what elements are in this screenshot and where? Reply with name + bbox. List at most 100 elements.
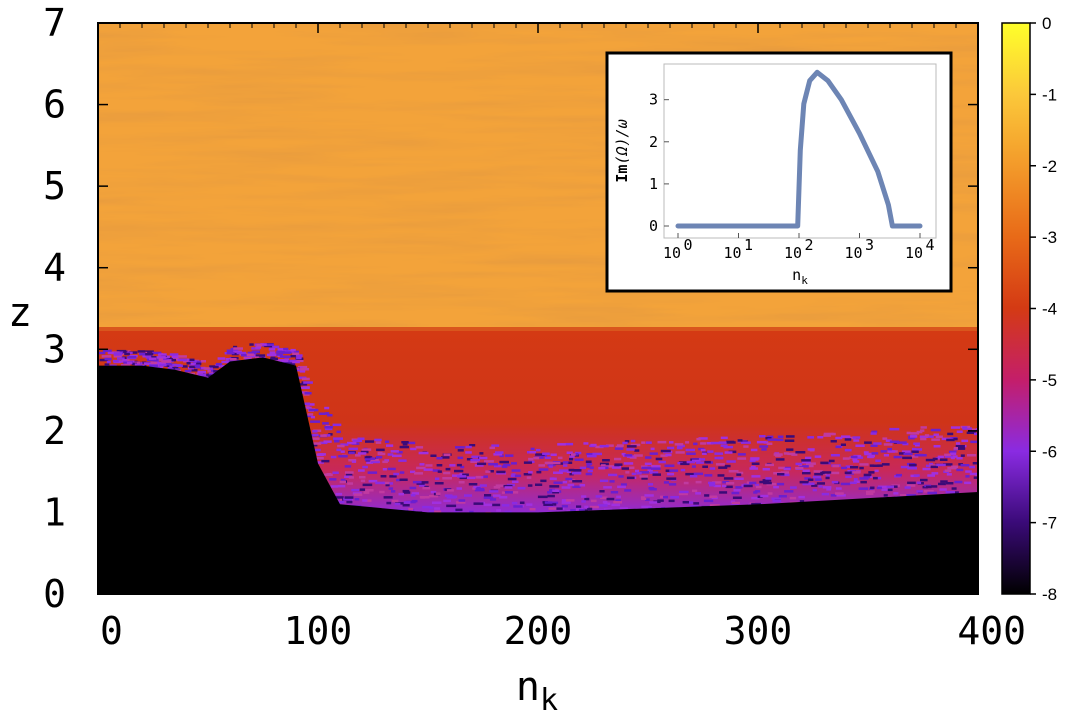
- heatmap-speckle: [974, 432, 978, 436]
- heatmap-speckle: [950, 426, 960, 429]
- heatmap-speckle: [324, 406, 330, 410]
- inset-x-tick-exponent: 1: [744, 236, 753, 254]
- x-tick-label: 0: [100, 609, 123, 653]
- heatmap-speckle: [307, 413, 314, 416]
- heatmap-speckle: [835, 436, 843, 440]
- heatmap-speckle: [489, 446, 495, 450]
- colorbar: [1001, 22, 1031, 595]
- heatmap-speckle: [640, 471, 649, 474]
- heatmap-speckle: [358, 469, 365, 472]
- heatmap-speckle: [647, 483, 654, 486]
- heatmap-speckle: [276, 350, 283, 354]
- heatmap-speckle: [321, 459, 330, 463]
- inset-y-tick-label: 0: [649, 217, 658, 235]
- heatmap-speckle: [184, 369, 192, 373]
- heatmap-speckle: [233, 347, 243, 350]
- heatmap-speckle: [283, 347, 289, 351]
- heatmap-speckle: [359, 488, 366, 491]
- heatmap-speckle: [511, 469, 521, 472]
- heatmap-speckle: [470, 458, 480, 462]
- heatmap-speckle: [208, 372, 218, 376]
- heatmap-speckle: [538, 468, 549, 471]
- heatmap-speckle: [900, 494, 908, 497]
- heatmap-speckle: [578, 508, 585, 512]
- heatmap-speckle: [344, 475, 353, 478]
- heatmap-speckle: [718, 441, 729, 444]
- heatmap-speckle: [953, 437, 958, 441]
- heatmap-speckle: [802, 471, 811, 475]
- heatmap-speckle: [685, 441, 690, 444]
- heatmap-speckle: [364, 489, 374, 492]
- heatmap-speckle: [157, 361, 166, 365]
- heatmap-speckle: [776, 438, 784, 442]
- heatmap-speckle: [491, 503, 501, 507]
- heatmap-speckle: [822, 486, 832, 489]
- heatmap-speckle: [382, 468, 387, 471]
- inset-x-axis-label: nk: [792, 266, 808, 287]
- heatmap-speckle: [757, 495, 763, 498]
- heatmap-speckle: [338, 500, 345, 504]
- heatmap-speckle: [365, 499, 372, 502]
- heatmap-speckle: [303, 381, 313, 384]
- heatmap-speckle: [176, 364, 183, 367]
- heatmap-speckle: [624, 489, 632, 492]
- heatmap-speckle: [945, 490, 955, 494]
- heatmap-speckle: [158, 356, 165, 359]
- heatmap-speckle: [455, 508, 463, 512]
- heatmap-speckle: [855, 444, 864, 447]
- heatmap-speckle: [668, 483, 677, 486]
- heatmap-speckle: [411, 492, 419, 495]
- heatmap-speckle: [775, 458, 785, 461]
- heatmap-speckle: [410, 470, 416, 474]
- heatmap-speckle: [334, 440, 340, 443]
- x-axis-label: nk: [516, 664, 558, 713]
- inset-plot-area: [663, 63, 937, 239]
- heatmap-speckle: [798, 495, 805, 499]
- heatmap-speckle: [726, 441, 736, 444]
- heatmap-speckle: [547, 491, 556, 494]
- heatmap-speckle: [826, 488, 832, 491]
- heatmap-speckle: [652, 473, 661, 476]
- heatmap-speckle: [505, 454, 514, 457]
- heatmap-speckle: [634, 449, 640, 452]
- heatmap-speckle: [929, 462, 934, 466]
- heatmap-speckle: [840, 482, 851, 486]
- heatmap-speckle: [561, 499, 570, 502]
- heatmap-speckle: [493, 453, 503, 456]
- heatmap-speckle: [323, 440, 332, 443]
- heatmap-speckle: [920, 426, 927, 429]
- heatmap-speckle: [863, 473, 872, 477]
- heatmap-speckle: [571, 472, 582, 475]
- heatmap-speckle: [308, 408, 319, 412]
- heatmap-speckle: [292, 352, 300, 355]
- heatmap-speckle: [881, 463, 890, 466]
- heatmap-speckle: [755, 485, 762, 489]
- heatmap-speckle: [678, 492, 688, 496]
- heatmap-speckle: [910, 435, 918, 438]
- heatmap-speckle: [767, 438, 778, 441]
- heatmap-speckle: [680, 462, 690, 466]
- heatmap-speckle: [924, 434, 930, 437]
- heatmap-speckle: [925, 485, 932, 489]
- heatmap-speckle: [255, 354, 266, 357]
- heatmap-speckle: [389, 475, 397, 478]
- heatmap-speckle: [217, 357, 226, 360]
- heatmap-speckle: [931, 472, 939, 475]
- heatmap-speckle: [658, 460, 666, 464]
- heatmap-speckle: [660, 454, 668, 457]
- heatmap-speckle: [652, 465, 660, 468]
- heatmap-speckle: [306, 406, 312, 410]
- heatmap-speckle: [778, 495, 787, 498]
- heatmap-speckle: [937, 455, 944, 459]
- heatmap-speckle: [835, 492, 844, 495]
- heatmap-speckle: [935, 457, 941, 460]
- heatmap-speckle: [893, 492, 899, 495]
- heatmap-speckle: [364, 458, 371, 461]
- heatmap-speckle: [750, 457, 760, 460]
- heatmap-speckle: [391, 490, 396, 493]
- heatmap-speckle: [416, 466, 426, 470]
- heatmap-speckle: [312, 430, 318, 433]
- heatmap-speckle: [269, 351, 276, 354]
- heatmap-speckle: [608, 473, 618, 477]
- heatmap-speckle: [931, 438, 940, 441]
